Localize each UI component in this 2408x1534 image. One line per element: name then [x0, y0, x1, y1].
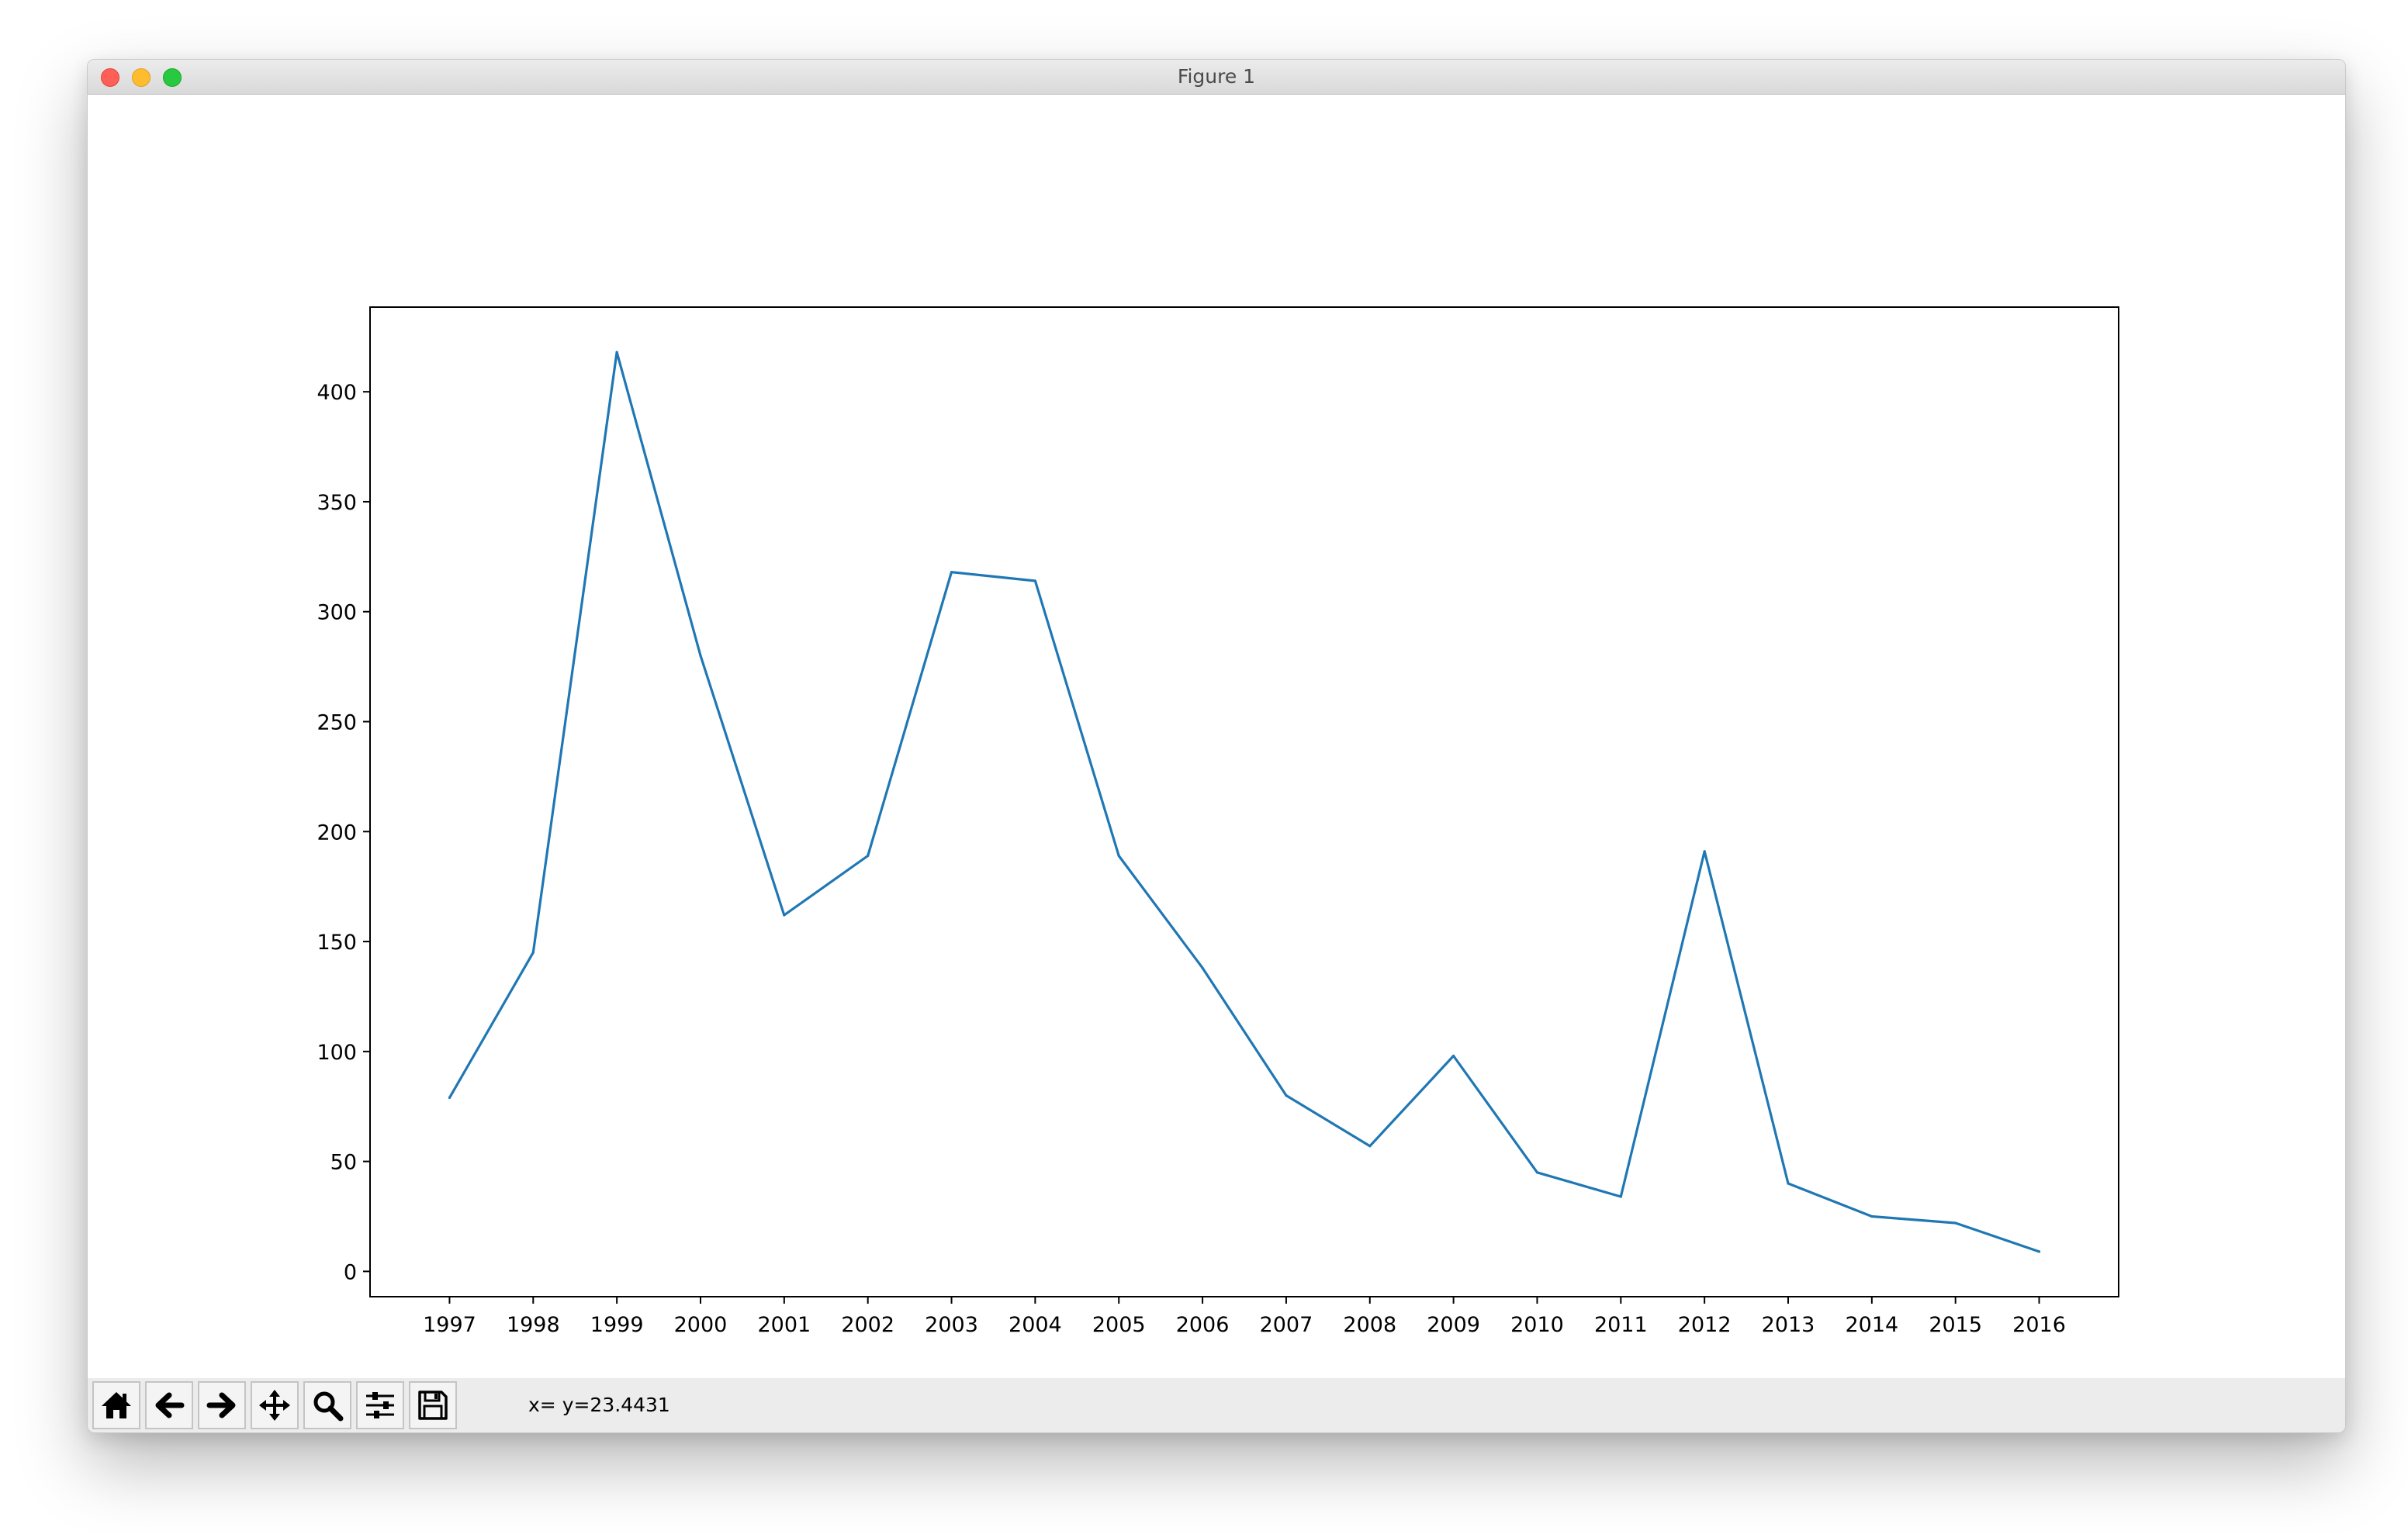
- data-point: [1787, 1182, 1790, 1185]
- maximize-window-button[interactable]: [163, 68, 182, 87]
- data-point: [1870, 1214, 1873, 1218]
- figure-window: Figure 1 0 50 100 150 200 250 300 350 400 1997 19…: [87, 59, 2346, 1433]
- data-point: [1117, 854, 1120, 858]
- data-point: [1452, 1054, 1455, 1058]
- x-tick-label: 2001: [757, 1313, 811, 1337]
- zoom-button[interactable]: [303, 1381, 351, 1429]
- data-point: [2037, 1250, 2041, 1253]
- x-tick-label: 2006: [1176, 1313, 1230, 1337]
- y-tick-label: 0: [344, 1260, 357, 1284]
- series-line: [448, 351, 2041, 1253]
- x-tick-label: 2011: [1594, 1313, 1648, 1337]
- window-title: Figure 1: [1177, 65, 1256, 88]
- back-button[interactable]: [145, 1381, 193, 1429]
- x-tick-label: 2013: [1762, 1313, 1815, 1337]
- y-tick-label: 100: [317, 1041, 357, 1065]
- data-point: [1703, 850, 1706, 853]
- home-icon: [102, 1392, 131, 1418]
- floppy-disk-icon: [418, 1391, 448, 1420]
- plot-area-frame: [369, 306, 2119, 1297]
- line-chart[interactable]: 0 50 100 150 200 250 300 350 400 1997 1998 1999 200…: [88, 95, 2345, 1378]
- configure-subplots-button[interactable]: [356, 1381, 404, 1429]
- data-point: [448, 1096, 452, 1099]
- x-tick-label: 2016: [2012, 1313, 2066, 1337]
- data-point: [1619, 1195, 1622, 1198]
- x-tick-label: 2003: [925, 1313, 978, 1337]
- data-point: [531, 951, 535, 954]
- close-window-button[interactable]: [101, 68, 119, 87]
- figure-canvas[interactable]: 0 50 100 150 200 250 300 350 400 1997 1998 1999 200…: [88, 95, 2345, 1378]
- data-point: [950, 571, 953, 574]
- data-point: [1368, 1145, 1372, 1148]
- x-tick-label: 1998: [507, 1313, 560, 1337]
- data-point: [615, 351, 618, 354]
- y-tick-label: 50: [330, 1151, 357, 1175]
- series-points: [448, 351, 2041, 1253]
- x-tick-label: 2012: [1678, 1313, 1732, 1337]
- y-tick-label: 250: [317, 711, 357, 735]
- x-tick-label: 2010: [1510, 1313, 1564, 1337]
- cursor-coordinates-readout: x= y=23.4431: [528, 1394, 670, 1416]
- x-tick-label: 2004: [1009, 1313, 1062, 1337]
- x-tick-label: 2000: [674, 1313, 728, 1337]
- data-point: [1285, 1093, 1288, 1097]
- x-tick-label: 2015: [1929, 1313, 1982, 1337]
- x-tick-label: 2005: [1092, 1313, 1146, 1337]
- y-tick-label: 400: [317, 381, 357, 405]
- home-button[interactable]: [92, 1381, 140, 1429]
- y-tick-label: 300: [317, 601, 357, 625]
- x-tick-label: 1997: [423, 1313, 476, 1337]
- y-tick-label: 200: [317, 821, 357, 845]
- x-tick-label: 1999: [590, 1313, 644, 1337]
- forward-button[interactable]: [198, 1381, 246, 1429]
- minimize-window-button[interactable]: [132, 68, 150, 87]
- data-point: [783, 914, 786, 917]
- x-tick-label: 2002: [841, 1313, 894, 1337]
- x-tick-label: 2014: [1845, 1313, 1898, 1337]
- x-tick-label: 2009: [1427, 1313, 1480, 1337]
- x-tick-label: 2007: [1260, 1313, 1313, 1337]
- y-axis: 0 50 100 150 200 250 300 350 400: [317, 381, 370, 1284]
- data-point: [867, 854, 870, 858]
- data-point: [699, 654, 702, 658]
- move-arrows-icon: [259, 1390, 290, 1421]
- x-tick-label: 2008: [1343, 1313, 1396, 1337]
- data-point: [1535, 1171, 1539, 1174]
- data-point: [1201, 966, 1204, 969]
- pan-button[interactable]: [251, 1381, 299, 1429]
- x-axis: 1997 1998 1999 2000 2001 2002 2003 2004 2005 2006…: [423, 1297, 2066, 1337]
- navigation-toolbar: x= y=23.4431: [88, 1378, 2345, 1432]
- magnifier-icon: [313, 1391, 344, 1422]
- y-tick-label: 350: [317, 491, 357, 515]
- title-bar: Figure 1: [88, 60, 2345, 95]
- sliders-icon: [366, 1392, 394, 1418]
- arrow-right-icon: [206, 1392, 236, 1418]
- save-button[interactable]: [409, 1381, 457, 1429]
- data-point: [1033, 579, 1036, 582]
- data-point: [1954, 1221, 1957, 1225]
- arrow-left-icon: [155, 1392, 185, 1418]
- y-tick-label: 150: [317, 931, 357, 955]
